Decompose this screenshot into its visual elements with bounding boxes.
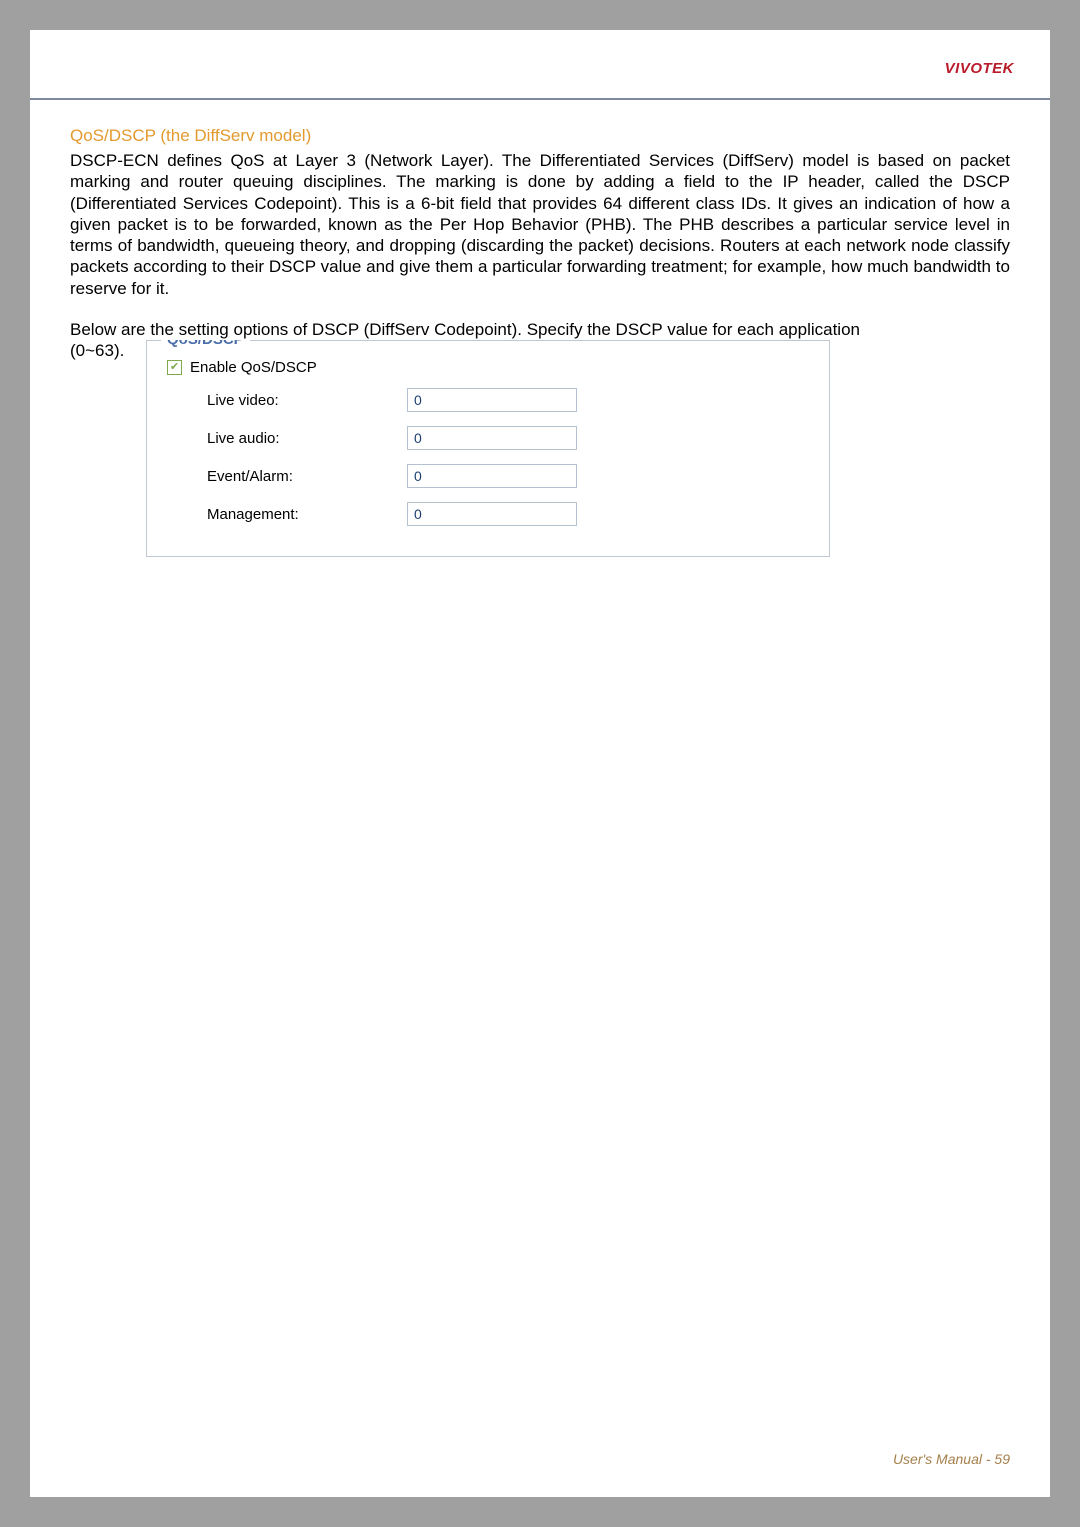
label-management: Management: bbox=[207, 506, 407, 523]
enable-qos-label: Enable QoS/DSCP bbox=[190, 359, 317, 376]
options-wrap: (0~63). QoS/DSCP ✔ Enable QoS/DSCP Live … bbox=[70, 340, 1010, 557]
label-live-video: Live video: bbox=[207, 392, 407, 409]
paragraph-1: DSCP-ECN defines QoS at Layer 3 (Network… bbox=[70, 150, 1010, 299]
fieldset-legend: QoS/DSCP bbox=[161, 340, 250, 348]
page-footer: User's Manual - 59 bbox=[893, 1451, 1010, 1467]
input-management[interactable] bbox=[407, 502, 577, 526]
field-row-live-audio: Live audio: bbox=[207, 426, 809, 450]
paragraph-2-main: Below are the setting options of DSCP (D… bbox=[70, 319, 1010, 340]
section-heading: QoS/DSCP (the DiffServ model) bbox=[70, 126, 1010, 146]
input-event-alarm[interactable] bbox=[407, 464, 577, 488]
field-row-management: Management: bbox=[207, 502, 809, 526]
checkmark-icon: ✔ bbox=[170, 362, 179, 373]
enable-qos-checkbox[interactable]: ✔ bbox=[167, 360, 182, 375]
brand-logo: VIVOTEK bbox=[945, 60, 1014, 77]
qos-dscp-fieldset: QoS/DSCP ✔ Enable QoS/DSCP Live video: L… bbox=[146, 340, 830, 557]
input-live-video[interactable] bbox=[407, 388, 577, 412]
field-rows: Live video: Live audio: Event/Alarm: Man… bbox=[167, 388, 809, 526]
document-page: VIVOTEK QoS/DSCP (the DiffServ model) DS… bbox=[30, 30, 1050, 1497]
field-row-live-video: Live video: bbox=[207, 388, 809, 412]
enable-qos-row: ✔ Enable QoS/DSCP bbox=[167, 359, 809, 376]
input-live-audio[interactable] bbox=[407, 426, 577, 450]
label-live-audio: Live audio: bbox=[207, 430, 407, 447]
field-row-event-alarm: Event/Alarm: bbox=[207, 464, 809, 488]
page-content: QoS/DSCP (the DiffServ model) DSCP-ECN d… bbox=[30, 100, 1050, 557]
paragraph-2-prefix: (0~63). bbox=[70, 340, 130, 361]
page-header: VIVOTEK bbox=[30, 30, 1050, 86]
label-event-alarm: Event/Alarm: bbox=[207, 468, 407, 485]
